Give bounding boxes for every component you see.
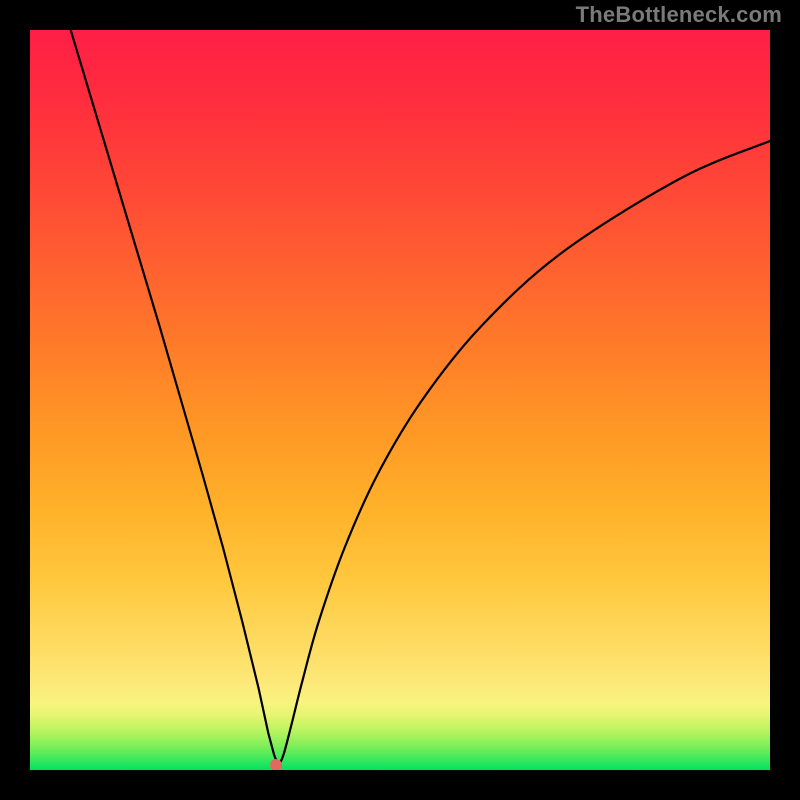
bottleneck-curve — [30, 30, 770, 770]
watermark-text: TheBottleneck.com — [576, 2, 782, 28]
curve-right-branch — [279, 141, 770, 766]
plot-area — [30, 30, 770, 770]
curve-left-branch — [71, 30, 279, 766]
optimal-point-marker — [270, 759, 282, 770]
chart-frame: TheBottleneck.com — [0, 0, 800, 800]
